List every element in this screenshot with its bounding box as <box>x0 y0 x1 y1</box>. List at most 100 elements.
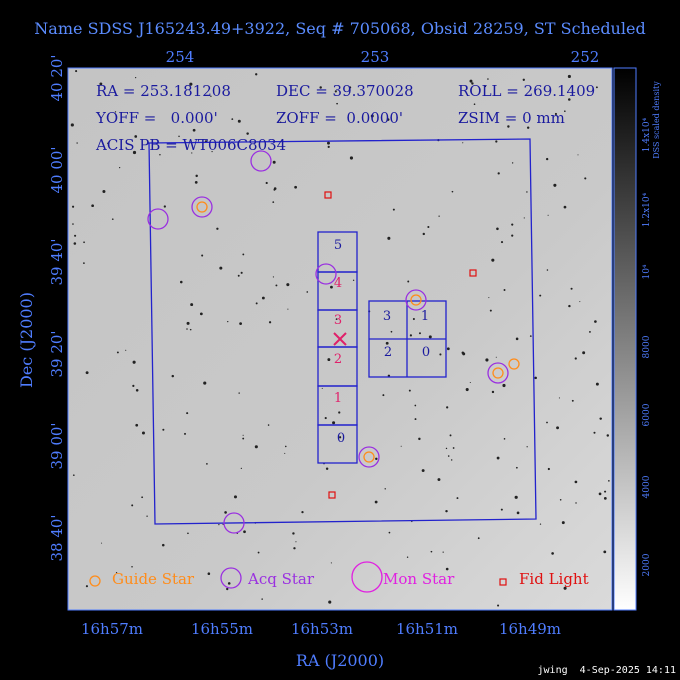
star <box>330 562 332 564</box>
ccd-label: 2 <box>334 352 342 367</box>
star <box>392 208 395 211</box>
star <box>246 132 249 135</box>
star <box>445 509 448 513</box>
star <box>321 387 323 389</box>
star <box>503 289 506 291</box>
star <box>488 297 490 299</box>
star <box>324 416 327 420</box>
info: RA = 253.181208 DEC = 39.370028 ROLL = 2… <box>95 82 595 154</box>
star <box>388 531 391 534</box>
tick-label: 254 <box>166 48 195 66</box>
colorbar <box>613 67 637 611</box>
star <box>428 335 432 339</box>
star <box>107 142 109 145</box>
star <box>187 532 189 535</box>
star <box>101 542 103 544</box>
star <box>349 156 354 160</box>
star <box>421 469 425 473</box>
ccd-label: 3 <box>383 309 391 324</box>
star <box>430 550 433 553</box>
star <box>192 128 196 132</box>
star <box>556 426 560 430</box>
star <box>515 337 519 341</box>
colorbar-tick: 8000 <box>642 335 652 358</box>
star <box>233 495 237 499</box>
star <box>370 114 374 118</box>
star <box>445 567 449 571</box>
star <box>159 154 161 156</box>
star <box>563 205 567 209</box>
star <box>598 492 602 496</box>
star <box>439 353 442 356</box>
tick-label: 39 20' <box>48 330 66 377</box>
star <box>462 142 464 144</box>
star <box>456 497 459 500</box>
bottom-axis: 16h57m 16h55m 16h53m 16h51m 16h49m RA (J… <box>81 620 561 670</box>
ccd-label: 3 <box>334 313 342 328</box>
star <box>141 431 145 435</box>
star <box>496 227 499 231</box>
star <box>561 521 565 525</box>
star <box>400 445 402 447</box>
info-text: YOFF = 0.000' <box>95 109 218 127</box>
star <box>132 360 136 364</box>
star <box>265 181 268 185</box>
axis-label: RA (J2000) <box>296 651 384 670</box>
star <box>83 262 85 265</box>
info-text: ZOFF = 0.0000' <box>276 109 403 127</box>
star <box>255 73 258 76</box>
star <box>438 215 440 217</box>
star <box>224 511 227 514</box>
star <box>579 301 581 303</box>
star <box>242 434 244 436</box>
star <box>239 322 242 326</box>
star <box>207 572 211 576</box>
star <box>227 320 229 323</box>
star <box>502 383 506 388</box>
star <box>599 417 602 420</box>
star <box>216 227 219 230</box>
star <box>293 547 296 550</box>
star <box>194 181 198 184</box>
star <box>406 556 409 558</box>
star <box>125 349 127 351</box>
star <box>227 582 231 585</box>
star <box>500 241 504 244</box>
star <box>437 478 441 482</box>
star <box>500 508 503 511</box>
star <box>606 434 610 437</box>
tick-label: 252 <box>571 48 600 66</box>
star <box>135 423 139 427</box>
ccd-label: 2 <box>384 345 392 360</box>
star <box>570 287 573 290</box>
star <box>284 445 287 448</box>
star <box>485 358 489 362</box>
star <box>163 205 166 208</box>
star <box>339 436 342 439</box>
star <box>446 406 449 409</box>
tick-label: 40 00' <box>48 146 66 193</box>
legend-label: Mon Star <box>383 570 455 588</box>
star <box>72 474 75 476</box>
star <box>222 523 224 525</box>
title: Name SDSS J165243.49+3922, Seq # 705068,… <box>34 19 645 38</box>
star <box>539 523 542 525</box>
star <box>595 382 599 386</box>
star <box>102 190 106 194</box>
star <box>495 356 497 358</box>
star <box>91 204 94 208</box>
ccd-label: 5 <box>334 238 342 253</box>
star <box>450 459 453 461</box>
star <box>529 335 532 337</box>
star <box>330 285 333 289</box>
star <box>387 236 391 240</box>
tick-label: 40 20' <box>48 54 66 101</box>
star <box>332 421 336 425</box>
star <box>261 598 263 600</box>
star <box>497 604 500 607</box>
star <box>226 587 229 591</box>
star <box>471 82 474 85</box>
ccd-label: 1 <box>334 391 342 406</box>
star <box>186 412 189 415</box>
star <box>349 86 352 89</box>
